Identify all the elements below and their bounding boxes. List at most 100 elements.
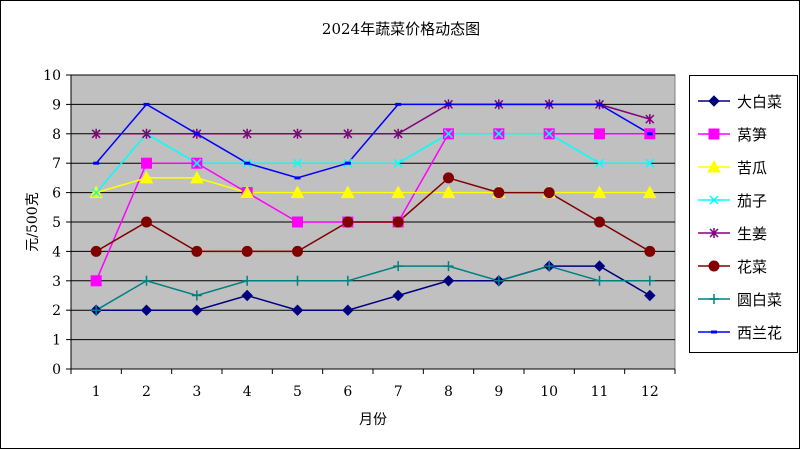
data-point xyxy=(241,289,253,302)
x-tick-label: 10 xyxy=(540,384,558,400)
legend-swatch xyxy=(698,294,730,304)
x-tick-label: 8 xyxy=(444,384,453,400)
x-tick-label: 3 xyxy=(192,384,201,400)
data-point xyxy=(642,185,657,199)
legend-label: 圆白菜 xyxy=(737,291,783,309)
data-point xyxy=(191,304,203,316)
data-point xyxy=(91,128,101,139)
data-point xyxy=(141,275,152,286)
data-point xyxy=(141,157,152,169)
data-point xyxy=(593,260,606,272)
series-line xyxy=(95,177,650,194)
data-point xyxy=(441,185,456,199)
data-point xyxy=(594,275,605,286)
y-tick-label: 4 xyxy=(52,244,61,260)
data-point xyxy=(139,170,154,184)
y-tick-label: 0 xyxy=(52,362,61,378)
series-line xyxy=(95,177,651,253)
y-tick-label: 5 xyxy=(52,215,61,231)
data-point xyxy=(191,290,202,301)
legend-item: 大白菜 xyxy=(690,86,799,116)
legend-swatch xyxy=(698,159,730,173)
series-line xyxy=(95,132,650,194)
data-point xyxy=(393,158,403,168)
data-point xyxy=(242,128,252,139)
data-point xyxy=(140,304,153,316)
x-tick-label: 12 xyxy=(641,384,659,400)
y-tick-label: 3 xyxy=(52,274,61,290)
data-point xyxy=(240,185,255,199)
data-point xyxy=(292,128,303,139)
y-tick-label: 10 xyxy=(43,68,61,84)
data-point xyxy=(709,228,719,238)
series-line xyxy=(95,103,651,179)
data-point xyxy=(393,128,403,139)
chart-title: 2024年蔬菜价格动态图 xyxy=(322,20,480,38)
data-point xyxy=(90,245,102,257)
data-point xyxy=(189,170,204,184)
data-point xyxy=(592,185,607,199)
series-line xyxy=(96,265,651,311)
y-axis-label: 元/500克 xyxy=(25,192,41,251)
legend-item: 苦瓜 xyxy=(690,152,799,182)
legend-item: 圆白菜 xyxy=(690,284,799,314)
legend-label: 大白菜 xyxy=(737,93,783,111)
data-point xyxy=(708,128,720,140)
x-tick-label: 1 xyxy=(92,384,101,400)
data-point xyxy=(292,275,303,286)
series-lines xyxy=(95,103,651,311)
y-tick-label: 2 xyxy=(52,303,61,319)
y-tick-label: 6 xyxy=(52,186,61,202)
legend-item: 茄子 xyxy=(690,185,799,215)
data-point xyxy=(340,185,355,199)
data-point xyxy=(192,158,202,168)
series-markers-group xyxy=(93,102,653,180)
legend-item: 莴笋 xyxy=(690,119,799,149)
data-point xyxy=(644,275,655,286)
x-axis-label: 月份 xyxy=(359,412,387,428)
data-point xyxy=(392,289,404,302)
series-markers-group xyxy=(90,172,656,257)
data-point xyxy=(393,261,404,272)
data-point xyxy=(292,245,303,257)
y-axis-ticks: 0 1 2 3 4 5 6 7 8 9 10 xyxy=(43,68,71,378)
legend-swatch xyxy=(698,260,730,272)
data-point xyxy=(342,216,354,228)
y-tick-label: 1 xyxy=(52,333,61,349)
data-point xyxy=(443,129,454,139)
series-markers xyxy=(89,99,657,316)
data-point xyxy=(241,245,253,257)
data-point xyxy=(645,158,655,168)
x-axis-ticks: 1 2 3 4 5 6 7 8 9 10 11 12 xyxy=(70,369,676,400)
data-point xyxy=(544,261,555,272)
x-tick-label: 5 xyxy=(293,384,302,400)
legend-label: 生姜 xyxy=(737,225,768,243)
data-point xyxy=(343,128,353,139)
legend-item: 花菜 xyxy=(690,251,799,281)
y-tick-label: 9 xyxy=(52,97,61,113)
data-point xyxy=(644,245,656,257)
data-point xyxy=(342,304,354,316)
y-tick-label: 7 xyxy=(52,156,61,172)
legend-swatch xyxy=(698,95,730,107)
legend-label: 莴笋 xyxy=(737,126,768,144)
data-point xyxy=(709,195,719,205)
legend-swatch xyxy=(698,128,730,140)
x-tick-label: 11 xyxy=(591,384,609,400)
legend-label: 茄子 xyxy=(737,192,768,210)
legend-label: 苦瓜 xyxy=(737,159,768,177)
x-tick-label: 4 xyxy=(243,384,252,400)
series-line xyxy=(95,265,650,311)
data-point xyxy=(141,128,152,139)
data-point xyxy=(543,187,555,199)
y-tick-label: 8 xyxy=(52,127,61,143)
x-tick-label: 7 xyxy=(394,384,403,400)
legend-label: 花菜 xyxy=(737,258,768,276)
data-point xyxy=(292,158,303,168)
data-point xyxy=(594,216,605,228)
data-point xyxy=(342,275,353,286)
data-point xyxy=(91,188,101,198)
data-point xyxy=(494,129,504,139)
